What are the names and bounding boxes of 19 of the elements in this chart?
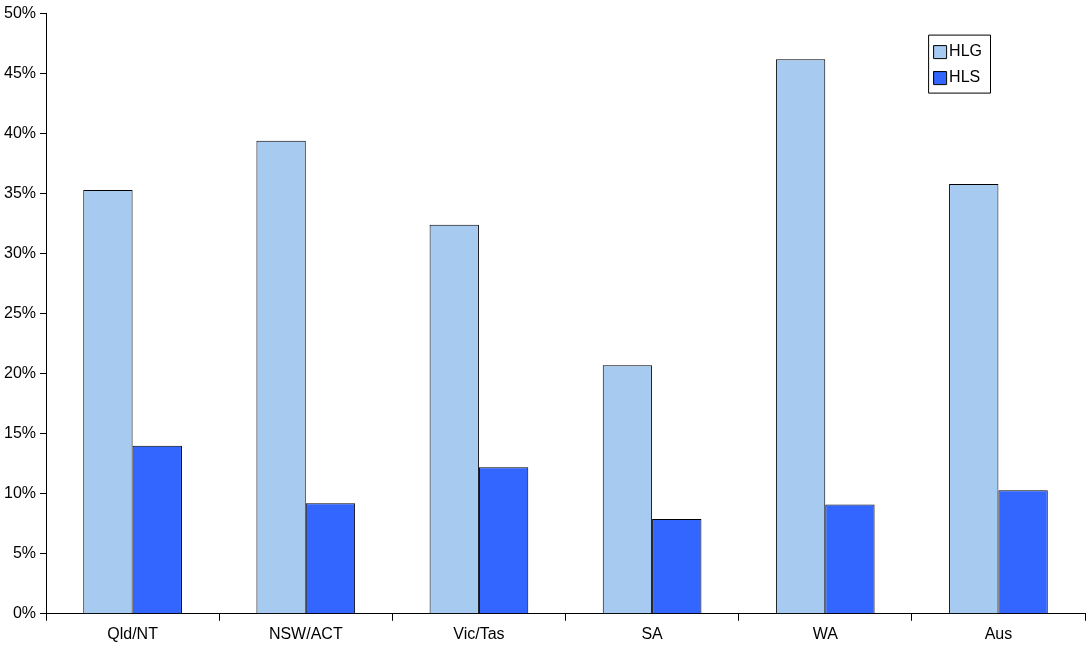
y-tick-label: 25% xyxy=(3,304,37,322)
y-tick-label: 0% xyxy=(12,604,37,622)
y-tick-label: 45% xyxy=(3,64,37,82)
x-tick-label: Vic/Tas xyxy=(453,624,505,642)
legend-label: HLG xyxy=(949,42,983,60)
x-tick-label: Aus xyxy=(984,624,1013,642)
y-tick-label: 40% xyxy=(3,124,37,142)
y-tick-label: 50% xyxy=(3,4,37,22)
x-tick-label: NSW/ACT xyxy=(268,624,343,642)
y-tick-label: 15% xyxy=(3,424,37,442)
y-tick-label: 30% xyxy=(3,244,37,262)
x-tick-label: Qld/NT xyxy=(107,624,159,642)
legend-label: HLS xyxy=(949,68,981,86)
x-tick-label: SA xyxy=(641,624,664,642)
x-tick-label: WA xyxy=(812,624,839,642)
y-tick-label: 5% xyxy=(12,544,37,562)
y-tick-label: 35% xyxy=(3,184,37,202)
y-tick-label: 10% xyxy=(3,484,37,502)
y-tick-label: 20% xyxy=(3,364,37,382)
